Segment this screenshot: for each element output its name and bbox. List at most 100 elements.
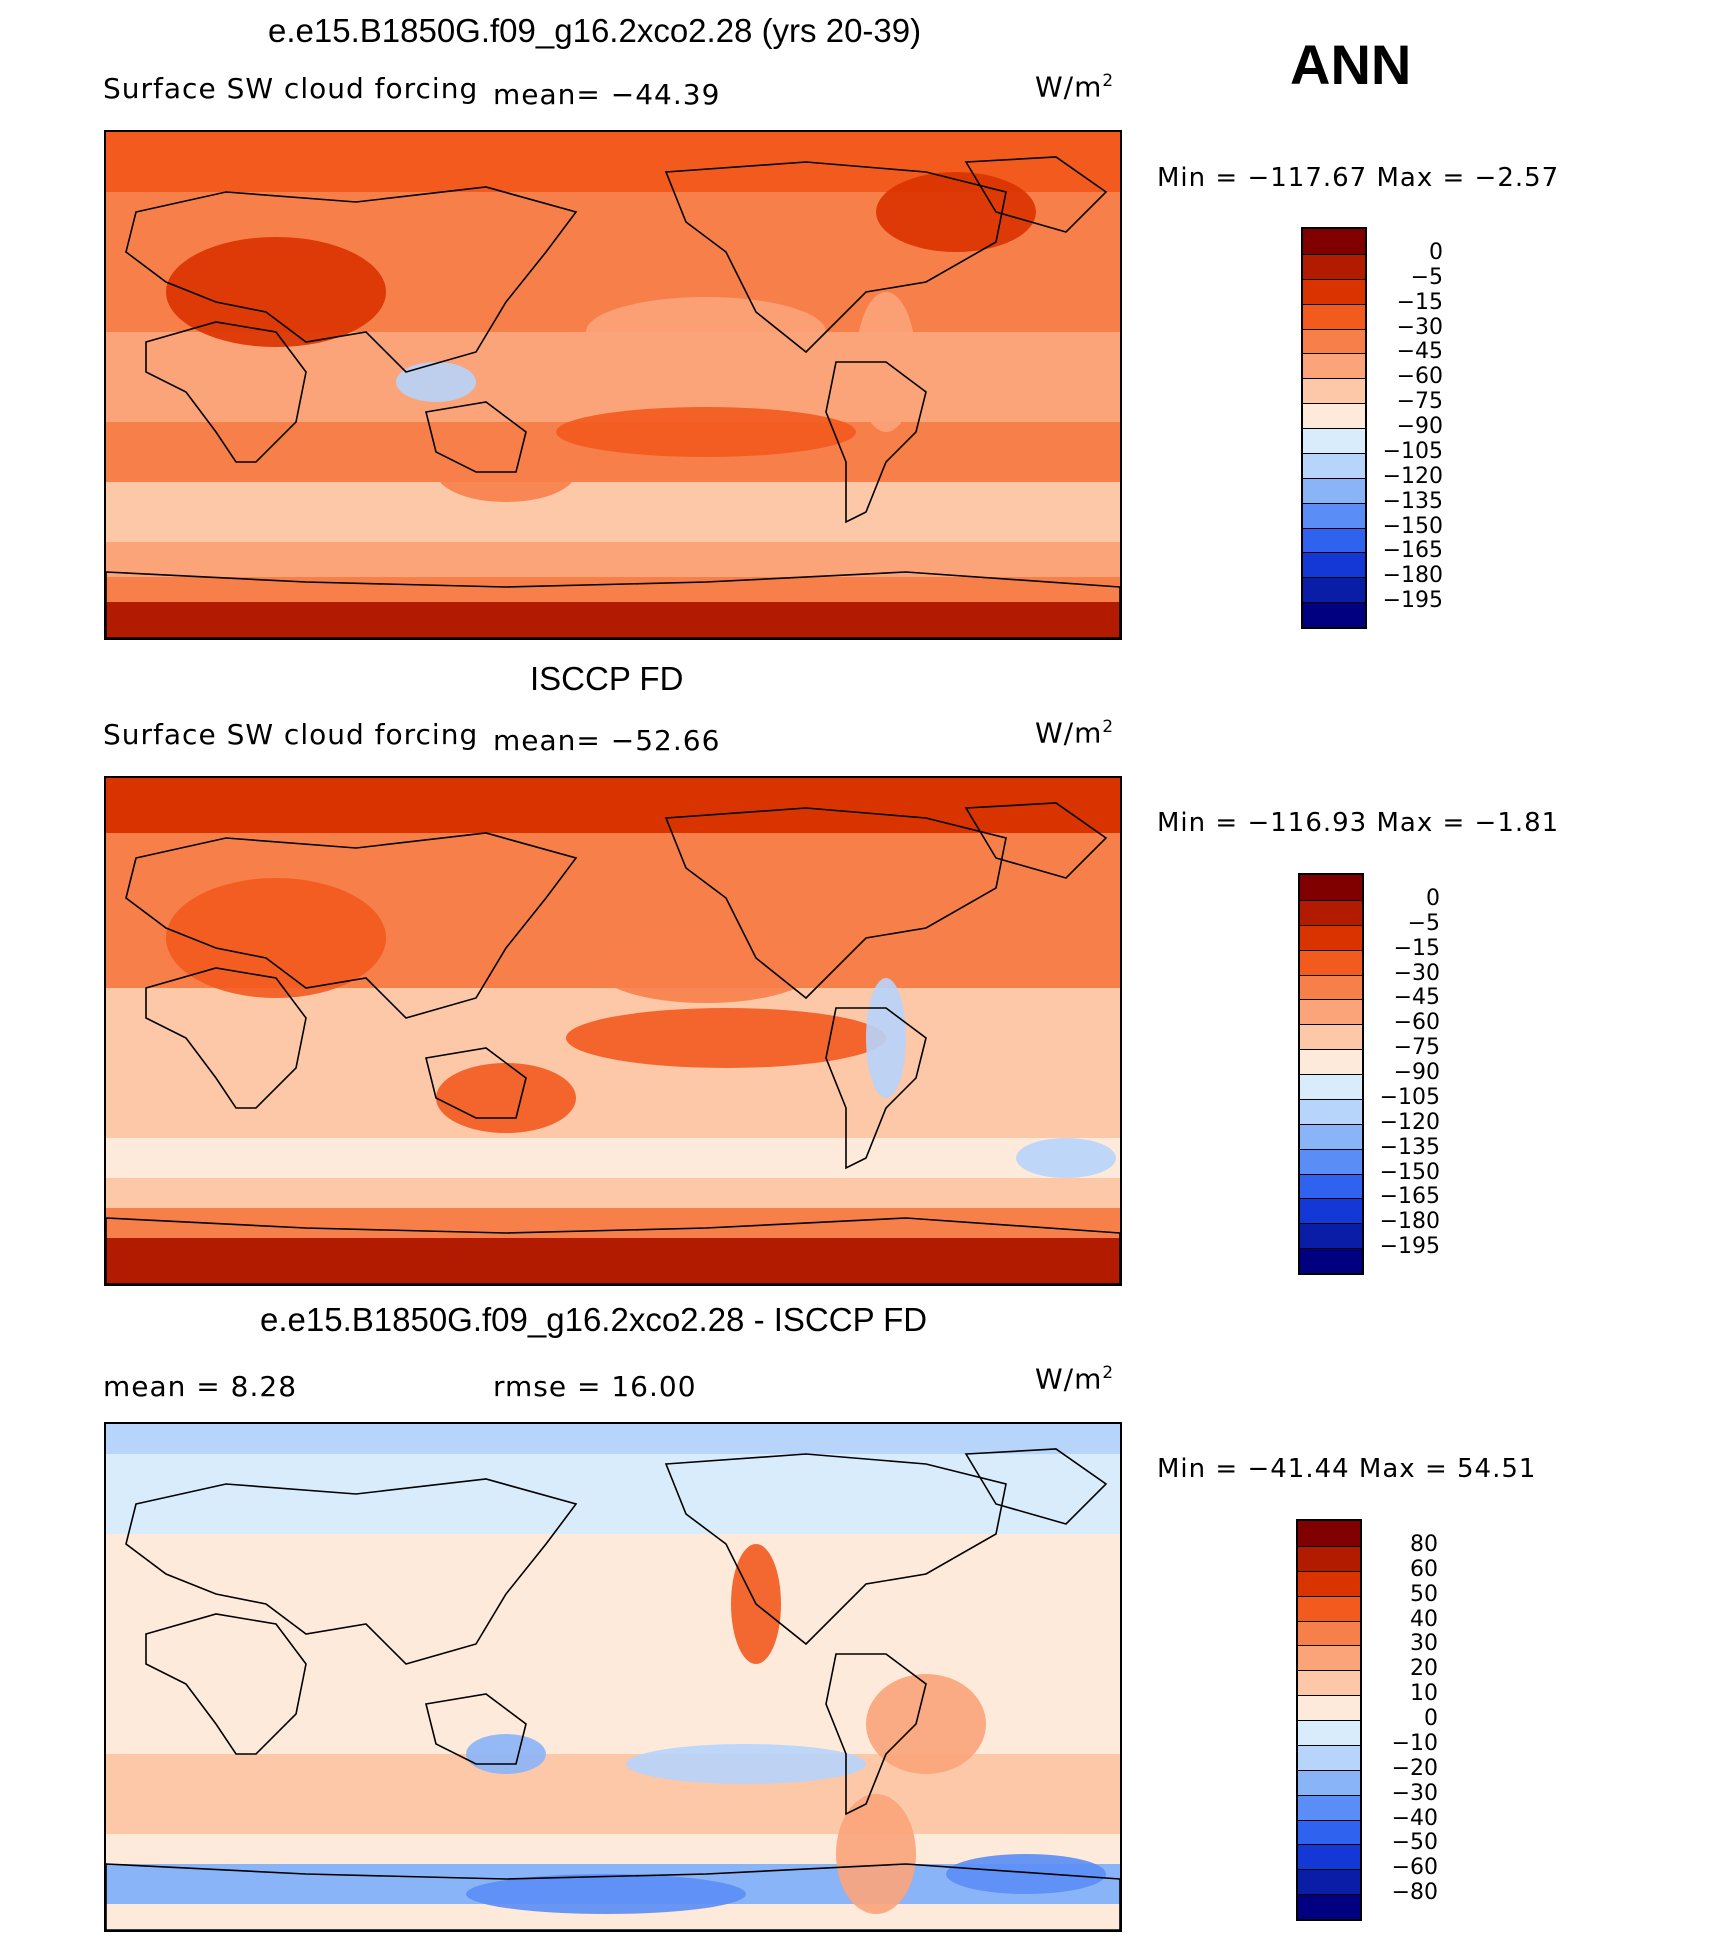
colorbar-box [1298,1545,1360,1571]
field-feature [586,297,826,367]
colorbar-box [1303,353,1365,379]
season-label: ANN [1290,33,1412,96]
colorbar-tick-label: 20 [1410,1656,1438,1682]
colorbar-tick-label: −105 [1382,438,1443,464]
colorbar-box [1300,1049,1362,1074]
colorbar-tick-label: 0 [1426,885,1440,911]
panel2-map-field [106,778,1120,1284]
colorbar-tick-label: −5 [1410,264,1443,290]
colorbar-tick-label: 30 [1410,1631,1438,1657]
field-band [106,1454,1120,1534]
colorbar-tick-label: −50 [1391,1830,1438,1856]
field-feature [466,1874,746,1914]
panel1-map-field [106,132,1120,638]
field-feature [396,362,476,402]
colorbar-tick-label: −90 [1393,1060,1440,1085]
colorbar-tick-label: −60 [1393,1010,1440,1036]
coastline [425,401,527,473]
panel1-units: W/m2 [1035,70,1115,104]
field-feature [946,1854,1106,1894]
colorbar-tick-label: 40 [1410,1606,1438,1632]
coastline [106,571,1120,638]
panel1-mean: mean= −44.39 [493,78,721,111]
colorbar-tick-label: −5 [1407,910,1440,936]
coastline [964,156,1108,233]
colorbar-tick-label: −150 [1379,1159,1440,1185]
colorbar-box [1303,403,1365,428]
colorbar-tick-label: −15 [1396,289,1443,315]
colorbar-box [1300,1248,1362,1273]
colorbar-tick-label: −60 [1396,364,1443,390]
colorbar-tick-label: −180 [1379,1209,1440,1235]
colorbar-box [1303,229,1365,254]
colorbar-box [1298,1720,1360,1745]
coastline [964,802,1108,879]
coastline [664,1453,1007,1646]
field-feature [836,1794,916,1914]
panel3-minmax: Min = −41.44 Max = 54.51 [1157,1454,1537,1484]
colorbar-box [1298,1744,1360,1770]
field-feature [866,978,906,1098]
panel2-map [104,776,1122,1286]
field-feature [596,933,816,1003]
field-feature [566,1008,886,1068]
colorbar-box [1300,1198,1362,1224]
colorbar-box [1303,502,1365,528]
coastline [825,1007,927,1170]
coastline [825,361,927,524]
field-feature [866,1674,986,1774]
colorbar-box [1300,999,1362,1025]
colorbar-tick-label: −120 [1379,1109,1440,1135]
colorbar-box [1298,1844,1360,1870]
colorbar-tick-label: −195 [1379,1234,1440,1260]
colorbar-tick-label: −105 [1379,1084,1440,1110]
colorbar-box [1298,1819,1360,1845]
field-band [106,1424,1120,1454]
colorbar-box [1300,1024,1362,1050]
colorbar-tick-label: −30 [1393,960,1440,986]
colorbar-tick-label: −165 [1382,538,1443,564]
colorbar-tick-label: −195 [1382,588,1443,614]
colorbar-tick-label: −120 [1382,463,1443,489]
colorbar-tick-label: −30 [1391,1780,1438,1806]
field-band [106,482,1120,542]
field-band [106,1178,1120,1208]
coastline [106,1863,1120,1930]
panel2-units: W/m2 [1035,716,1115,750]
coastline [145,1613,307,1755]
field-band [106,778,1120,833]
panel2-title: ISCCP FD [530,660,684,697]
colorbar-box [1300,1074,1362,1099]
field-band [106,1068,1120,1138]
colorbar-box [1300,1223,1362,1249]
coastline [125,832,578,1019]
field-band [106,1208,1120,1238]
panel1-title: e.e15.B1850G.f09_g16.2xco2.28 (yrs 20-39… [268,12,922,49]
colorbar-tick-label: −135 [1382,488,1443,514]
panel2-variable: Surface SW cloud forcing [103,718,479,751]
colorbar-box [1303,527,1365,553]
colorbar-box [1303,552,1365,578]
coastline [964,1448,1108,1525]
colorbar-tick-label: 10 [1410,1681,1438,1707]
coastline [145,967,307,1109]
field-feature [436,1063,576,1133]
coastline [145,321,307,463]
colorbar-box [1298,1769,1360,1795]
colorbar-box [1303,328,1365,354]
colorbar-box [1298,1645,1360,1671]
colorbar-box [1303,577,1365,603]
colorbar-tick-label: −45 [1393,985,1440,1011]
colorbar-tick-label: −135 [1379,1134,1440,1160]
colorbar-tick-label: −10 [1391,1730,1438,1756]
field-feature [876,172,1036,252]
colorbar-tick-label: −90 [1396,414,1443,439]
colorbar-tick-label: −15 [1393,935,1440,961]
panel3-colorbar [1296,1519,1362,1921]
colorbar-tick-label: −180 [1382,563,1443,589]
colorbar-box [1298,1570,1360,1596]
colorbar-tick-label: −40 [1391,1805,1438,1831]
colorbar-box [1298,1521,1360,1546]
panel3-map [104,1422,1122,1932]
colorbar-box [1300,974,1362,1000]
